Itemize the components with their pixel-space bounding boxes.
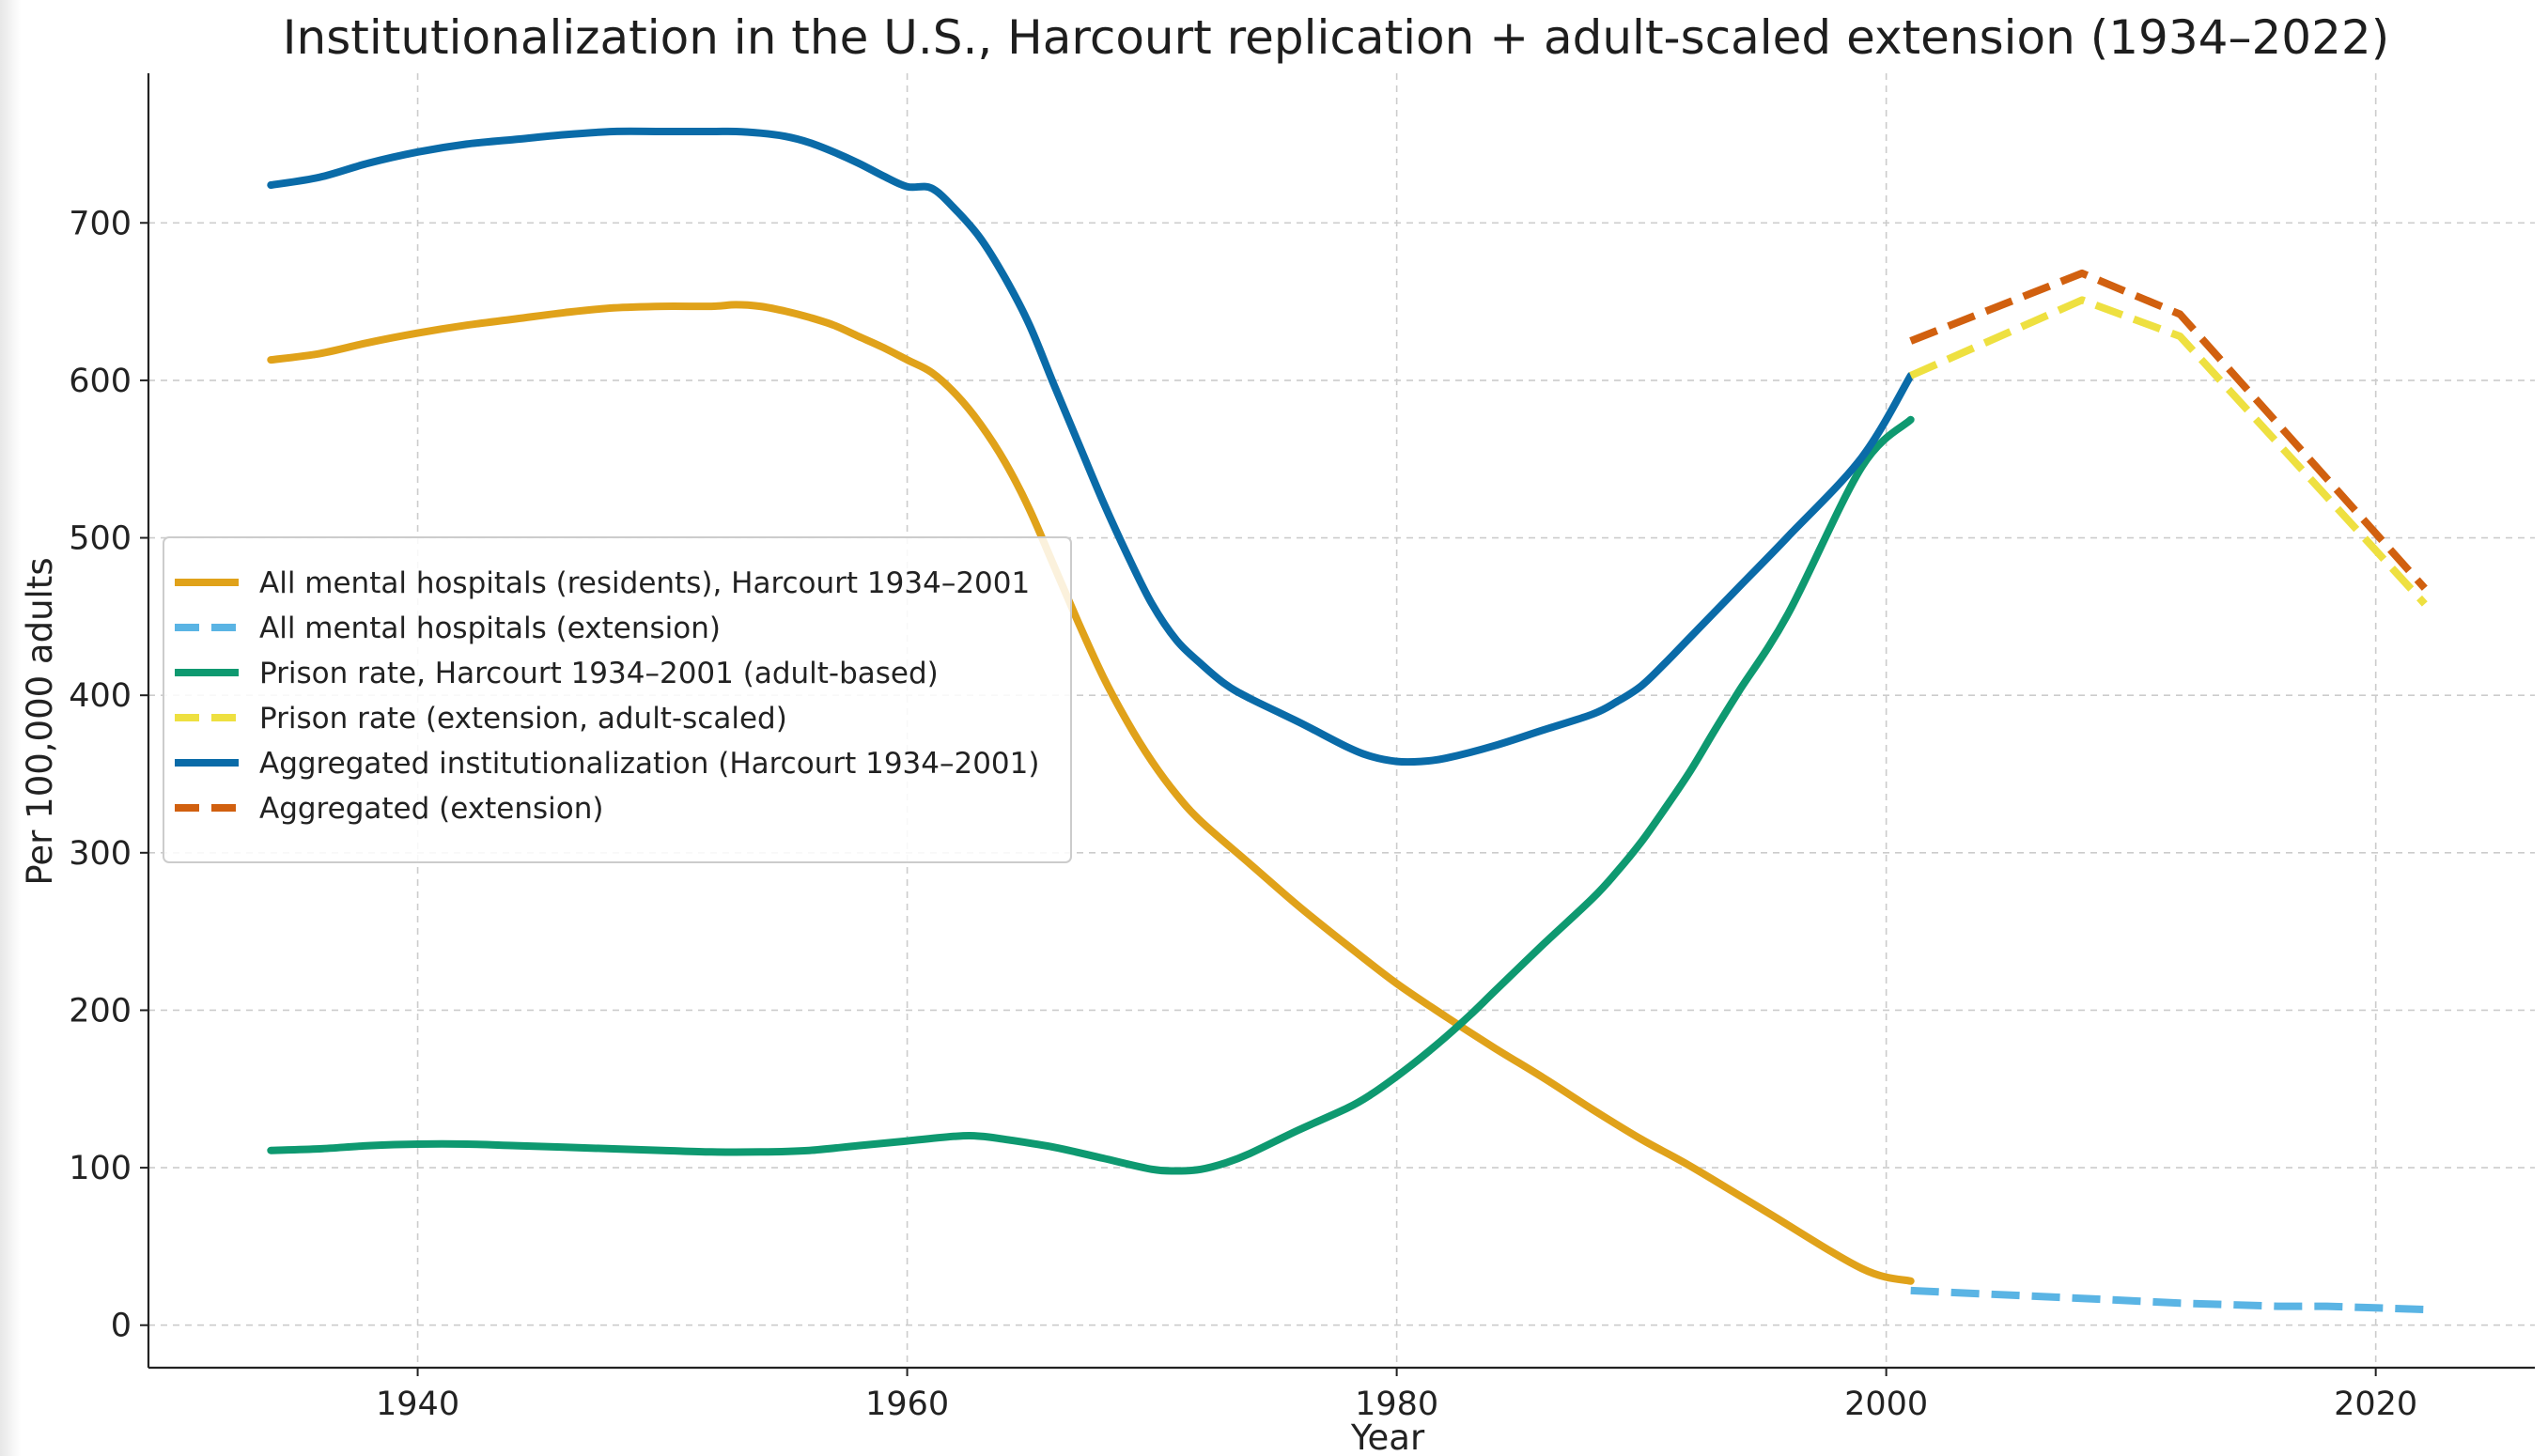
legend-box — [163, 536, 1072, 863]
legend-entry: All mental hospitals (extension) — [259, 612, 721, 645]
x-tick-label: 1980 — [1355, 1386, 1438, 1423]
y-tick-label: 400 — [69, 677, 132, 715]
legend-entry: Prison rate, Harcourt 1934–2001 (adult-b… — [259, 657, 939, 690]
y-tick-label: 0 — [111, 1308, 132, 1345]
legend-entry: Aggregated institutionalization (Harcour… — [259, 747, 1039, 781]
legend-entry: All mental hospitals (residents), Harcou… — [259, 566, 1030, 600]
page-edge-shadow — [0, 0, 21, 1456]
x-axis-label: Year — [1350, 1417, 1425, 1456]
x-tick-label: 2020 — [2334, 1386, 2417, 1423]
x-tick-label: 1960 — [865, 1386, 949, 1423]
series-line-prison-rate-harcourt-1934-2001-adult-based — [267, 415, 1915, 1175]
legend: All mental hospitals (residents), Harcou… — [163, 536, 1072, 863]
y-tick-label: 500 — [69, 520, 132, 558]
y-tick-label: 300 — [69, 835, 132, 873]
x-tick-label: 2000 — [1844, 1386, 1928, 1423]
legend-entry: Aggregated (extension) — [259, 792, 603, 826]
series-line-all-mental-hospitals-residents-harcourt-1934-2001 — [267, 301, 1915, 1285]
legend-entry: Prison rate (extension, adult-scaled) — [259, 702, 787, 736]
y-tick-label: 600 — [69, 363, 132, 400]
x-tick-label: 1940 — [376, 1386, 459, 1423]
y-axis-label: Per 100,000 adults — [20, 557, 60, 885]
y-tick-label: 200 — [69, 992, 132, 1030]
y-tick-label: 700 — [69, 205, 132, 242]
series-line-aggregated-institutionalization-harcourt-1934-2001 — [267, 127, 1915, 767]
chart-title: Institutionalization in the U.S., Harcou… — [283, 10, 2389, 65]
series-group — [267, 127, 2428, 1313]
series-line-aggregated-extension — [1909, 269, 2428, 591]
axes: 1940 1960 1980 2000 2020 0 100 200 300 400 500 600 7… — [69, 73, 2535, 1423]
series-line-prison-rate-extension-adult-scaled — [1909, 296, 2428, 607]
series-line-all-mental-hospitals-extension — [1910, 1286, 2425, 1313]
y-tick-label: 100 — [69, 1150, 132, 1187]
